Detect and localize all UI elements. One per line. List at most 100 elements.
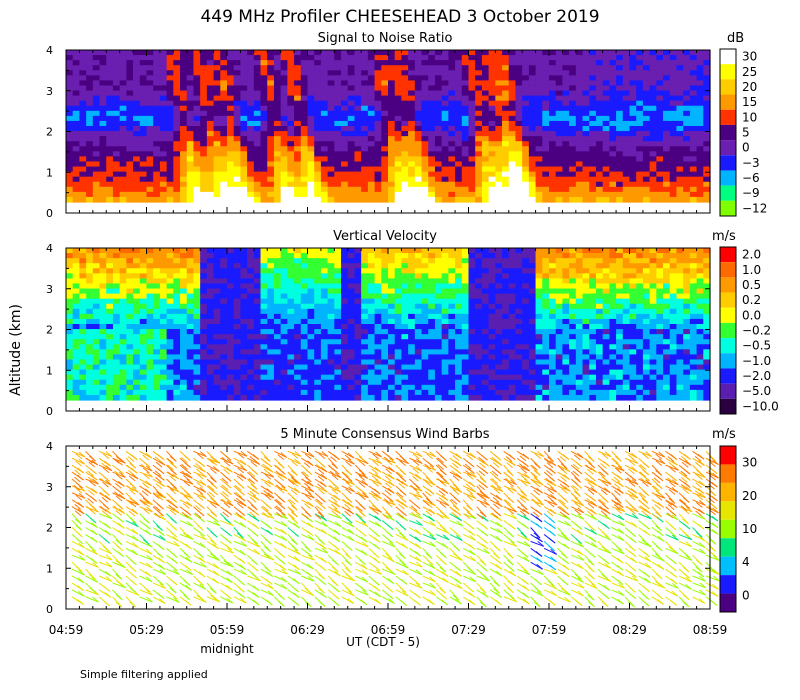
heatmap-cell <box>696 156 704 163</box>
heatmap-cell <box>66 379 74 386</box>
heatmap-cell <box>341 166 349 173</box>
heatmap-cell <box>656 60 664 66</box>
heatmap-cell <box>629 131 637 137</box>
heatmap-cell <box>72 146 81 152</box>
heatmap-cell <box>341 268 349 274</box>
heatmap-cell <box>267 156 275 163</box>
heatmap-cell <box>414 146 423 152</box>
heatmap-cell <box>287 171 295 178</box>
heatmap-cell <box>394 384 403 391</box>
heatmap-cell <box>206 115 215 122</box>
heatmap-cell <box>280 75 288 81</box>
heatmap-cell <box>535 65 543 71</box>
heatmap-cell <box>273 263 282 269</box>
heatmap-cell <box>414 263 423 269</box>
heatmap-cell <box>488 349 496 355</box>
heatmap-cell <box>213 166 221 173</box>
heatmap-cell <box>320 186 329 193</box>
heatmap-cell <box>361 65 369 71</box>
heatmap-cell <box>166 354 174 361</box>
heatmap-cell <box>193 293 201 300</box>
heatmap-cell <box>133 384 141 391</box>
heatmap-cell <box>146 379 154 386</box>
heatmap-cell <box>227 278 235 285</box>
heatmap-cell <box>367 384 376 391</box>
heatmap-cell <box>334 339 342 345</box>
heatmap-cell <box>314 344 322 350</box>
heatmap-cell <box>193 115 201 122</box>
heatmap-cell <box>220 65 228 71</box>
heatmap-cell <box>401 334 409 340</box>
heatmap-cell <box>233 324 242 330</box>
heatmap-cell <box>253 389 262 396</box>
heatmap-cell <box>253 105 262 112</box>
heatmap-cell <box>448 384 456 391</box>
heatmap-cell <box>408 166 416 173</box>
heatmap-cell <box>133 339 141 345</box>
heatmap-cell <box>307 75 315 81</box>
heatmap-cell <box>106 308 114 315</box>
heatmap-cell <box>247 334 255 340</box>
heatmap-cell <box>408 141 416 147</box>
heatmap-cell <box>508 110 517 117</box>
heatmap-cell <box>461 110 470 117</box>
heatmap-cell <box>320 263 329 269</box>
heatmap-cell <box>220 334 228 340</box>
heatmap-cell <box>616 166 624 173</box>
heatmap-cell <box>361 374 369 381</box>
heatmap-cell <box>334 181 342 188</box>
heatmap-cell <box>300 293 309 300</box>
heatmap-cell <box>434 171 443 178</box>
heatmap-cell <box>434 80 443 87</box>
heatmap-cell <box>119 313 127 320</box>
heatmap-cell <box>300 146 309 152</box>
heatmap-cell <box>133 156 141 163</box>
heatmap-cell <box>227 176 235 183</box>
heatmap-cell <box>146 85 154 92</box>
heatmap-cell <box>481 298 490 305</box>
heatmap-cell <box>374 65 382 71</box>
heatmap-cell <box>220 389 228 396</box>
heatmap-cell <box>146 273 154 279</box>
heatmap-cell <box>99 100 107 107</box>
heatmap-cell <box>206 60 215 66</box>
heatmap-cell <box>153 115 161 122</box>
heatmap-cell <box>502 151 510 157</box>
heatmap-cell <box>186 293 195 300</box>
heatmap-cell <box>669 95 678 102</box>
heatmap-cell <box>649 161 657 168</box>
heatmap-cell <box>200 65 208 71</box>
heatmap-cell <box>663 136 671 142</box>
heatmap-cell <box>414 100 423 107</box>
heatmap-cell <box>401 186 409 193</box>
heatmap-cell <box>589 105 597 112</box>
heatmap-cell <box>240 329 248 335</box>
heatmap-cell <box>233 248 242 254</box>
heatmap-cell <box>636 191 644 198</box>
heatmap-cell <box>126 166 134 173</box>
heatmap-cell <box>461 394 470 401</box>
heatmap-cell <box>267 278 275 285</box>
heatmap-cell <box>522 126 530 132</box>
heatmap-cell <box>575 90 584 97</box>
heatmap-cell <box>609 136 617 142</box>
heatmap-cell <box>441 303 449 310</box>
heatmap-cell <box>79 349 87 355</box>
heatmap-cell <box>428 196 436 203</box>
heatmap-cell <box>676 156 684 163</box>
heatmap-cell <box>515 146 523 152</box>
heatmap-cell <box>448 95 456 102</box>
heatmap-cell <box>428 100 436 107</box>
heatmap-cell <box>253 334 262 340</box>
heatmap-cell <box>139 146 148 152</box>
heatmap-cell <box>314 369 322 376</box>
heatmap-cell <box>575 115 584 122</box>
heatmap-cell <box>575 186 584 193</box>
heatmap-cell <box>273 115 282 122</box>
heatmap-cell <box>220 131 228 137</box>
heatmap-cell <box>166 100 174 107</box>
heatmap-cell <box>542 55 550 61</box>
heatmap-cell <box>253 126 262 132</box>
heatmap-cell <box>146 95 154 102</box>
heatmap-cell <box>280 55 288 61</box>
